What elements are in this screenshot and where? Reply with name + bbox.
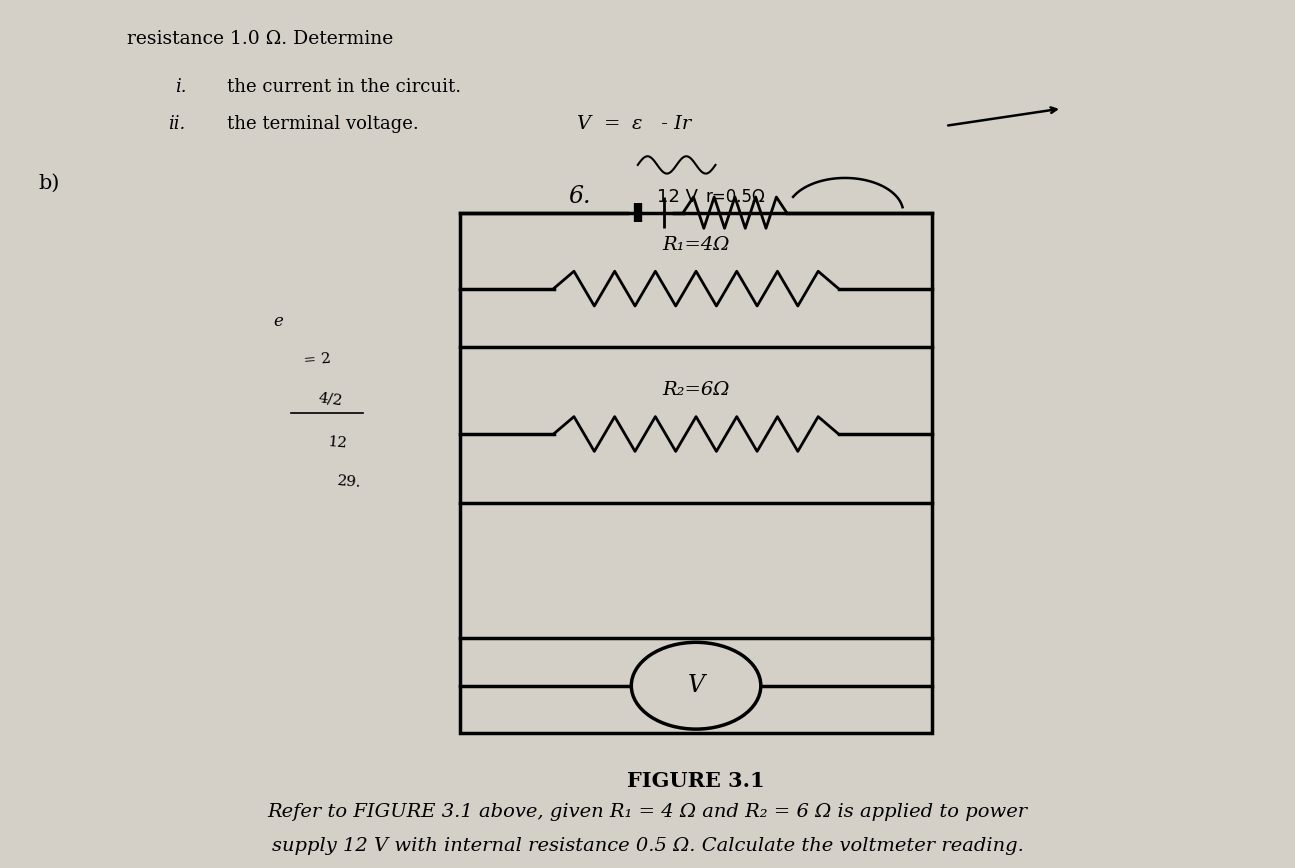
Text: i.: i. xyxy=(175,78,186,96)
Bar xyxy=(460,213,932,733)
Text: e: e xyxy=(273,312,284,330)
Text: - Ir: - Ir xyxy=(655,115,692,133)
Text: resistance 1.0 Ω. Determine: resistance 1.0 Ω. Determine xyxy=(127,30,394,49)
Text: 12: 12 xyxy=(326,435,347,450)
Text: 29.: 29. xyxy=(337,474,363,490)
Text: the current in the circuit.: the current in the circuit. xyxy=(227,78,461,96)
Text: b): b) xyxy=(39,174,61,193)
Text: = 2: = 2 xyxy=(303,352,332,368)
Circle shape xyxy=(632,642,761,729)
Text: =: = xyxy=(603,115,620,133)
Text: V: V xyxy=(688,674,704,697)
Text: V: V xyxy=(576,115,591,133)
Text: FIGURE 3.1: FIGURE 3.1 xyxy=(627,771,765,792)
Text: ii.: ii. xyxy=(168,115,185,133)
Text: 4/2: 4/2 xyxy=(317,391,343,408)
Text: R₁=4Ω: R₁=4Ω xyxy=(662,236,730,253)
Text: supply 12 V with internal resistance 0.5 Ω. Calculate the voltmeter reading.: supply 12 V with internal resistance 0.5… xyxy=(272,838,1023,855)
Text: Refer to FIGURE 3.1 above, given R₁ = 4 Ω and R₂ = 6 Ω is applied to power: Refer to FIGURE 3.1 above, given R₁ = 4 … xyxy=(268,803,1027,820)
Text: 12 V: 12 V xyxy=(657,187,698,206)
Text: 6.: 6. xyxy=(569,186,591,208)
Text: the terminal voltage.: the terminal voltage. xyxy=(227,115,418,133)
Text: r=0.5Ω: r=0.5Ω xyxy=(704,187,765,206)
Text: ε: ε xyxy=(632,115,642,133)
Text: R₂=6Ω: R₂=6Ω xyxy=(662,381,730,399)
